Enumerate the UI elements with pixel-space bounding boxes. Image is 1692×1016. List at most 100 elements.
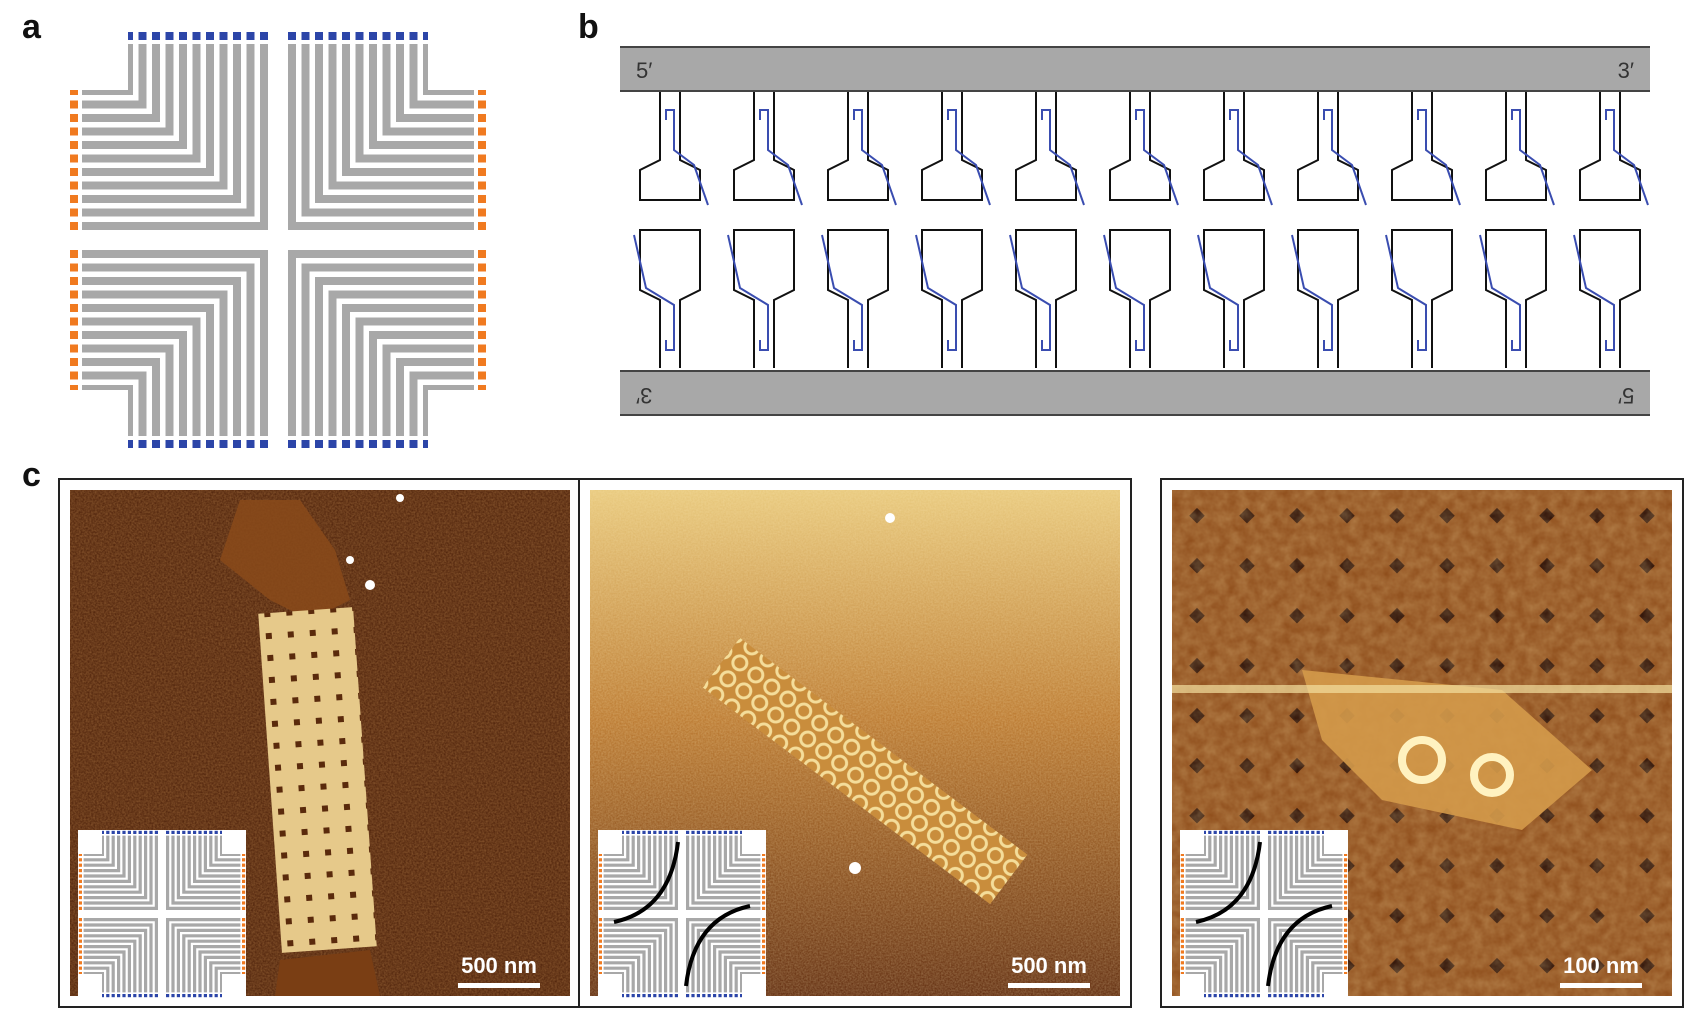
bottom-hairpin <box>921 229 983 368</box>
blue-end-marker <box>187 830 191 834</box>
staple-strand <box>603 972 624 993</box>
blue-end-marker <box>203 994 207 998</box>
orange-end-marker <box>1180 939 1184 943</box>
inset-tile-3-svg <box>1180 830 1348 998</box>
top-strand <box>1229 109 1273 206</box>
blue-end-marker <box>691 994 695 998</box>
orange-end-marker <box>242 890 246 894</box>
staple-strand <box>82 44 214 176</box>
blue-end-marker <box>246 32 255 40</box>
staple-strand <box>288 250 474 436</box>
orange-end-marker <box>762 901 766 905</box>
staple-strand <box>1278 835 1343 900</box>
blue-end-marker <box>409 32 418 40</box>
blue-end-marker <box>154 830 158 834</box>
staple-strand <box>1185 835 1212 862</box>
top-helix-bar: 5′ 3′ <box>620 46 1650 92</box>
staple-strand <box>1295 835 1343 883</box>
staple-strand <box>1273 835 1343 905</box>
tile-corner-cutout <box>428 30 488 90</box>
staple-strand <box>355 317 474 436</box>
staple-strand <box>82 344 174 436</box>
blue-end-marker <box>111 994 115 998</box>
staple-strand <box>1322 972 1343 993</box>
blue-end-marker <box>176 994 180 998</box>
staple-strand <box>1322 835 1343 856</box>
blue-end-marker <box>165 32 174 40</box>
staple-strand <box>301 263 474 436</box>
blue-end-marker <box>182 830 186 834</box>
blue-end-marker <box>740 994 744 998</box>
blue-end-marker <box>734 830 738 834</box>
top-hairpin <box>733 92 795 201</box>
scale-label-1: 500 nm <box>461 953 537 978</box>
blue-end-marker <box>1305 994 1309 998</box>
blue-end-marker <box>396 32 404 40</box>
blue-end-marker <box>193 994 197 998</box>
orange-end-marker <box>1344 950 1348 954</box>
blue-end-marker <box>642 830 646 834</box>
staple-strand <box>396 44 474 122</box>
blue-end-marker <box>138 440 147 448</box>
staple-strand <box>82 44 228 190</box>
orange-end-marker <box>70 222 78 230</box>
top-strand <box>947 109 991 206</box>
blue-end-marker <box>106 994 110 998</box>
blue-end-marker <box>209 830 213 834</box>
orange-end-marker <box>78 961 82 965</box>
staple-strand <box>382 344 474 436</box>
orange-end-marker <box>598 934 602 938</box>
afm-image-3: 100 nm <box>1160 478 1684 1008</box>
orange-end-marker <box>1180 885 1184 889</box>
orange-end-marker <box>762 923 766 927</box>
orange-end-marker <box>478 304 486 312</box>
blue-end-marker <box>1305 830 1309 834</box>
orange-end-marker <box>478 344 486 353</box>
orange-end-marker <box>1344 901 1348 905</box>
bottom-strand <box>821 234 863 351</box>
blue-end-marker <box>713 994 717 998</box>
staple-strand <box>83 835 115 867</box>
orange-end-marker <box>1344 972 1348 976</box>
orange-end-marker <box>1344 863 1348 867</box>
blue-end-marker <box>1256 830 1260 834</box>
orange-end-marker <box>242 918 246 922</box>
tile-corner-cutout <box>68 390 128 450</box>
bottom-hairpin <box>1109 229 1171 368</box>
blue-end-marker <box>122 830 126 834</box>
blue-end-marker <box>631 830 635 834</box>
staple-strand <box>396 358 474 436</box>
tile-corner-cutout <box>598 830 622 854</box>
blue-end-marker <box>1240 994 1244 998</box>
orange-end-marker <box>1180 863 1184 867</box>
inset-tile-1 <box>78 830 246 998</box>
tile-corner-cutout <box>598 974 622 998</box>
blue-end-marker <box>1229 830 1233 834</box>
orange-end-marker <box>1344 961 1348 965</box>
blue-end-marker <box>138 830 142 834</box>
staple-strand <box>1185 961 1217 993</box>
blue-end-marker <box>1235 830 1239 834</box>
blue-end-marker <box>626 830 630 834</box>
orange-end-marker <box>478 208 486 217</box>
orange-end-marker <box>70 358 78 366</box>
staple-strand <box>1185 934 1244 993</box>
staple-strand <box>1295 945 1343 993</box>
orange-end-marker <box>242 852 246 856</box>
orange-end-marker <box>242 950 246 954</box>
orange-end-marker <box>78 950 82 954</box>
bottom-hairpin <box>827 229 889 368</box>
tile-corner-cutout <box>68 30 128 90</box>
orange-end-marker <box>478 181 486 190</box>
orange-end-marker <box>478 385 486 393</box>
staple-strand <box>603 939 657 993</box>
blue-end-marker <box>342 32 350 40</box>
staple-strand <box>166 835 241 910</box>
blue-end-marker <box>653 830 657 834</box>
blue-end-marker <box>723 994 727 998</box>
top-hairpin <box>639 92 701 201</box>
top-strand <box>1135 109 1179 206</box>
orange-end-marker <box>70 195 78 203</box>
orange-end-marker <box>78 885 82 889</box>
orange-end-marker <box>1344 869 1348 873</box>
